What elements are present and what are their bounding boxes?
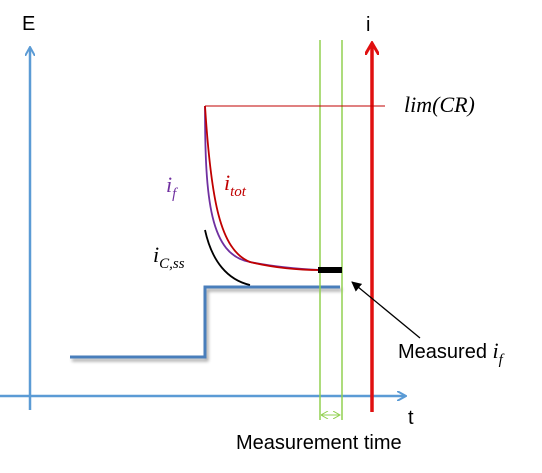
i-tot-label: itot [224,170,247,200]
i-f-label-base: i [166,172,172,197]
limit-label-text: lim(CR) [404,92,475,117]
i-css-label-base: i [153,242,159,267]
measured-label-base: i [493,338,499,363]
i-tot-curve [204,105,321,271]
i-tot-label-base: i [224,170,230,195]
i-tot-label-sub: tot [230,184,247,200]
i-css-curve [204,229,251,286]
i-f-label-sub: f [172,186,178,202]
measured-label: Measured if [398,338,505,368]
potential-step [70,285,340,359]
measured-label-text: Measured [398,341,493,363]
limit-label: lim(CR) [404,92,475,117]
i-f-curve [204,105,321,271]
t-axis-label: t [408,407,414,429]
e-axis-label: E [22,13,35,35]
i-axis-label: i [366,14,370,36]
measured-pointer-arrow [351,281,421,339]
i-css-label: iC,ss [153,242,185,272]
measured-label-sub: f [499,352,505,368]
i-css-label-sub: C,ss [159,256,185,272]
measurement-time-label: Measurement time [236,432,402,454]
i-f-label: if [166,172,178,202]
